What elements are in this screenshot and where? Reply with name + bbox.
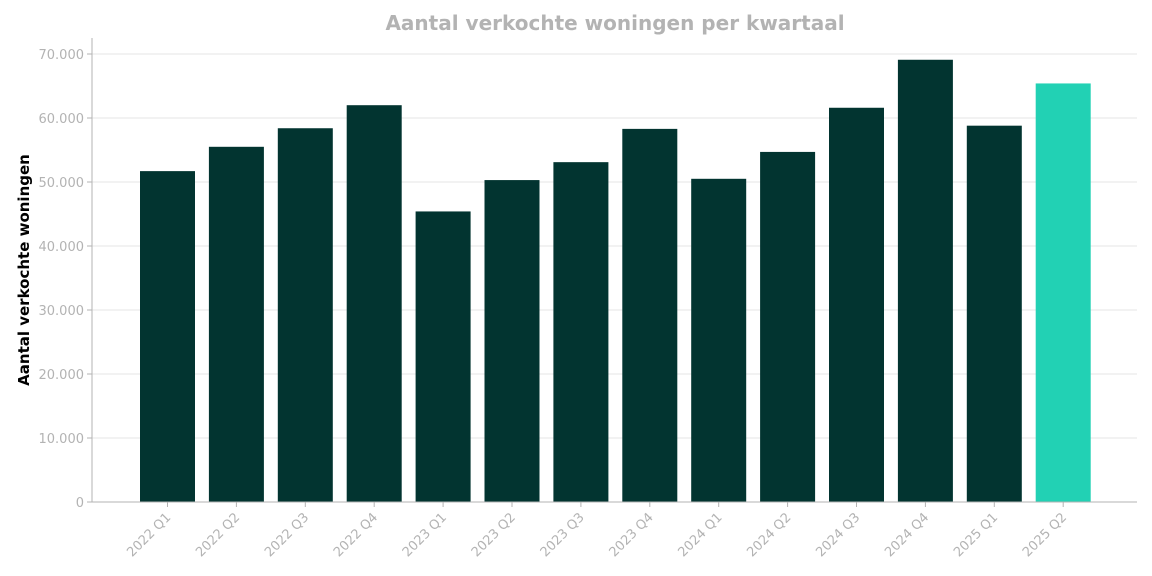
bar — [208, 146, 264, 503]
gridlines — [92, 53, 1137, 439]
y-tick-label: 60.000 — [39, 112, 85, 127]
bar — [691, 178, 747, 503]
bar — [897, 59, 953, 502]
x-tick-label: 2024 Q3 — [813, 510, 863, 560]
x-tick-label: 2023 Q4 — [607, 510, 657, 560]
y-tick-label: 10.000 — [39, 432, 85, 447]
x-tick-label: 2023 Q3 — [538, 510, 588, 560]
x-tick-label: 2022 Q4 — [331, 510, 381, 560]
axes — [91, 38, 1137, 503]
x-tick-label: 2024 Q1 — [676, 510, 726, 560]
x-tick-label: 2024 Q4 — [882, 510, 932, 560]
y-tick-label: 20.000 — [39, 368, 85, 383]
x-tick-label: 2023 Q1 — [400, 510, 450, 560]
bar — [622, 128, 678, 502]
bar — [829, 107, 884, 502]
x-tick-label: 2023 Q2 — [469, 510, 519, 560]
y-tick-label: 70.000 — [39, 48, 85, 63]
y-tick-label: 50.000 — [39, 176, 85, 191]
x-tick-labels: 2022 Q1 2022 Q2 2022 Q3 2022 Q4 2023 Q1 2023 … — [124, 502, 1070, 560]
y-tick-label: 40.000 — [39, 240, 85, 255]
bars — [140, 59, 1091, 503]
x-tick-label: 2022 Q1 — [124, 510, 174, 560]
y-tick-label: 0 — [76, 496, 84, 511]
bar — [277, 128, 333, 503]
x-tick-label: 2024 Q2 — [744, 510, 794, 560]
bar — [1035, 83, 1091, 502]
bar — [140, 171, 195, 502]
bar — [484, 180, 540, 502]
y-tick-labels: 0 10.000 20.000 30.000 40.000 50.000 60.000 70.… — [39, 48, 92, 511]
y-axis-label: Aantal verkochte woningen — [15, 154, 33, 386]
bar — [346, 105, 402, 502]
x-tick-label: 2025 Q1 — [951, 510, 1001, 560]
bar — [966, 125, 1022, 503]
x-tick-label: 2022 Q3 — [262, 510, 312, 560]
y-tick-label: 30.000 — [39, 304, 85, 319]
chart-title: Aantal verkochte woningen per kwartaal — [385, 11, 844, 35]
bar — [415, 211, 471, 502]
x-tick-label: 2022 Q2 — [193, 510, 243, 560]
bar — [553, 162, 609, 502]
bar — [760, 151, 816, 503]
x-tick-label: 2025 Q2 — [1020, 510, 1070, 560]
